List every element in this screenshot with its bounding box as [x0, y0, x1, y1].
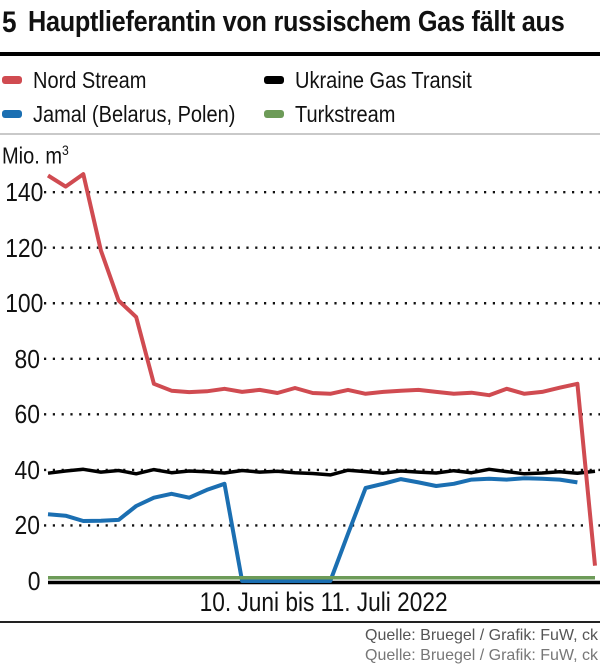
chart-title-text: Hauptlieferantin von russischem Gas fäll…: [28, 6, 565, 38]
y-axis-unit-label: Mio. m3: [2, 142, 69, 169]
turkstream-swatch: [264, 110, 284, 118]
chart-title: Hauptlieferantin von russischem Gas fäll…: [28, 6, 600, 39]
legend-label: Ukraine Gas Transit: [295, 66, 472, 93]
unit-exponent: 3: [62, 142, 69, 158]
line-chart-plot-area: [44, 172, 600, 585]
legend-item-nord-stream: Nord Stream: [2, 67, 264, 94]
source-credit: Quelle: Bruegel / Grafik: FuW, ck: [365, 627, 598, 644]
y-tick-label-60: 60: [14, 399, 40, 430]
legend-label: Jamal (Belarus, Polen): [33, 100, 236, 127]
y-tick-label-140: 140: [5, 177, 44, 208]
title-divider: [0, 52, 600, 56]
y-tick-label-0: 0: [27, 566, 40, 596]
series-line-jamal-belarus-polen: [47, 476, 578, 583]
y-tick-label-100: 100: [5, 288, 44, 319]
legend: Nord Stream Ukraine Gas Transit Jamal (B…: [2, 63, 600, 131]
y-tick-label-120: 120: [5, 232, 44, 263]
y-tick-label-20: 20: [14, 510, 40, 541]
legend-label: Turkstream: [295, 100, 396, 127]
nord-stream-swatch: [2, 76, 22, 84]
chart-number-text: 5: [2, 6, 17, 39]
legend-item-jamal: Jamal (Belarus, Polen): [2, 101, 264, 128]
y-tick-label-40: 40: [14, 454, 40, 485]
series-line-ukraine-gas-transit: [47, 467, 596, 477]
source-credit-clipped: Quelle: Bruegel / Grafik: FuW, ck: [365, 647, 598, 664]
x-axis-label: 10. Juni bis 11. Juli 2022: [200, 587, 448, 617]
ukraine-gas-transit-swatch: [264, 76, 284, 84]
legend-item-ukraine-gas-transit: Ukraine Gas Transit: [264, 67, 600, 94]
footer-divider: [0, 621, 600, 623]
legend-item-turkstream: Turkstream: [264, 101, 600, 128]
jamal-swatch: [2, 110, 22, 118]
chart-number: 5: [2, 6, 19, 40]
series-line-nord-stream: [46, 172, 597, 566]
legend-label: Nord Stream: [33, 66, 147, 93]
chart-header: 5 Hauptlieferantin von russischem Gas fä…: [0, 0, 600, 44]
legend-divider: [0, 133, 600, 135]
y-tick-label-80: 80: [14, 343, 40, 374]
